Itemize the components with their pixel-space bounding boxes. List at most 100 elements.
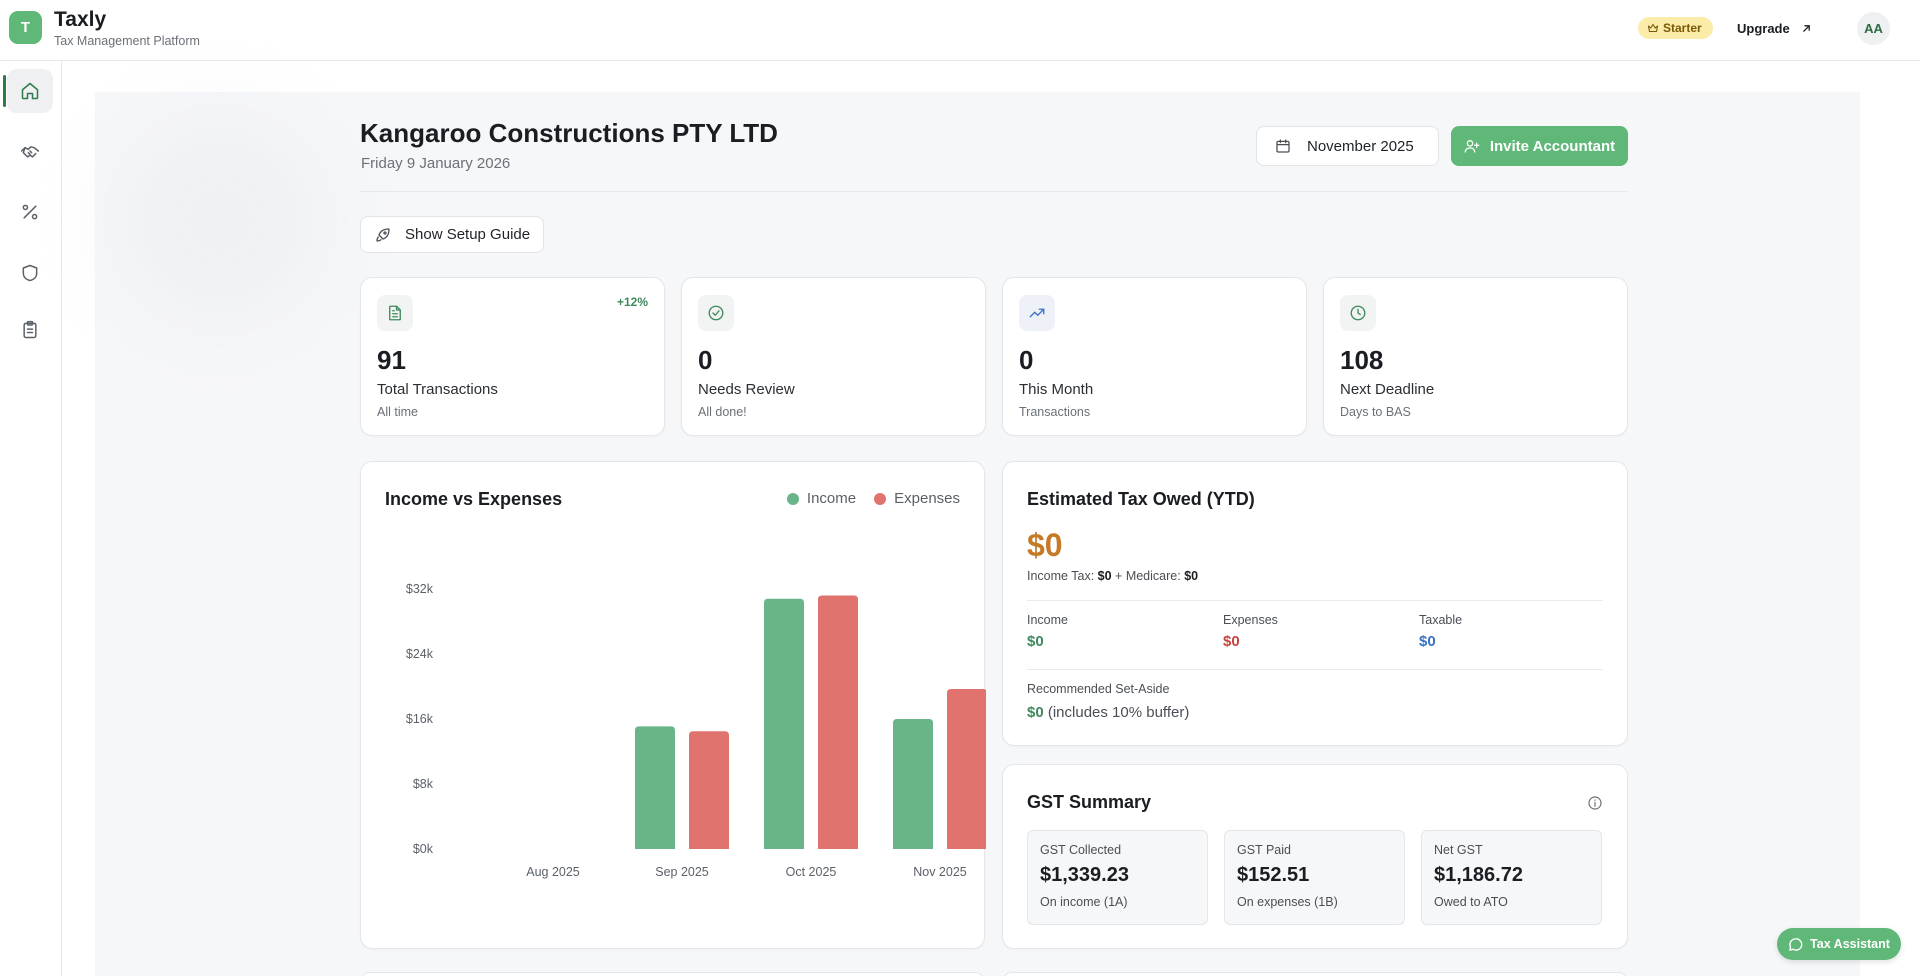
setup-guide-button[interactable]: Show Setup Guide bbox=[360, 216, 544, 253]
tax-income: Income $0 bbox=[1027, 613, 1068, 650]
tax-expenses: Expenses $0 bbox=[1223, 613, 1278, 650]
gst-box-value: $1,186.72 bbox=[1434, 864, 1523, 886]
user-avatar[interactable]: AA bbox=[1857, 12, 1890, 45]
medicare-label: + Medicare: bbox=[1115, 569, 1181, 583]
stat-value: 108 bbox=[1340, 345, 1384, 375]
tax-taxable-label: Taxable bbox=[1419, 613, 1463, 627]
chart-title: Income vs Expenses bbox=[385, 489, 563, 509]
chat-bubble-icon bbox=[1789, 937, 1803, 951]
info-icon[interactable] bbox=[1587, 795, 1603, 811]
invite-label: Invite Accountant bbox=[1489, 137, 1616, 155]
gst-box-label: GST Collected bbox=[1040, 843, 1122, 857]
bar-income[interactable] bbox=[893, 719, 933, 849]
stat-value: 0 bbox=[1019, 345, 1034, 375]
x-tick-label: Aug 2025 bbox=[526, 865, 580, 879]
bar-expenses[interactable] bbox=[947, 688, 986, 849]
estimated-tax-card: Estimated Tax Owed (YTD) $0 Income Tax: … bbox=[1002, 461, 1628, 746]
bar-income[interactable] bbox=[635, 726, 675, 849]
net-gst-box: Net GST $1,186.72 Owed to ATO bbox=[1421, 830, 1602, 925]
percent-icon bbox=[22, 204, 38, 220]
gst-title: GST Summary bbox=[1027, 792, 1152, 812]
stat-label: This Month bbox=[1019, 381, 1094, 398]
stat-card-total-transactions[interactable]: +12% 91 Total Transactions All time bbox=[360, 277, 665, 436]
period-selector[interactable]: November 2025 bbox=[1256, 126, 1439, 166]
stat-label: Total Transactions bbox=[377, 381, 498, 398]
logo-letter: T bbox=[20, 19, 31, 36]
tax-taxable-value: $0 bbox=[1419, 633, 1436, 650]
income-expenses-chart-card: Income vs Expenses Income Expenses $0k $8… bbox=[360, 461, 986, 949]
stat-delta: +12% bbox=[616, 295, 648, 309]
setup-label: Show Setup Guide bbox=[405, 226, 531, 243]
top-bar: T Taxly Tax Management Platform Starter … bbox=[0, 0, 1920, 61]
arrow-up-right-icon bbox=[1802, 24, 1810, 32]
clipboard-icon bbox=[23, 320, 37, 339]
legend-label-expenses: Expenses bbox=[894, 490, 960, 507]
divider bbox=[1027, 669, 1603, 670]
setaside-note: (includes 10% buffer) bbox=[1047, 704, 1190, 721]
gst-box-value: $152.51 bbox=[1237, 864, 1310, 886]
bar-chart: $0k $8k $16k $24k $32k Aug 2025 Sep 2025 Oct 20… bbox=[406, 582, 986, 879]
bar-expenses[interactable] bbox=[818, 595, 858, 850]
stat-sub: Days to BAS bbox=[1340, 405, 1411, 419]
sidebar-item-rates[interactable] bbox=[7, 190, 53, 234]
divider bbox=[1027, 600, 1603, 601]
tax-expenses-value: $0 bbox=[1223, 633, 1240, 650]
medicare-value: $0 bbox=[1184, 569, 1199, 583]
sidebar-item-security[interactable] bbox=[7, 251, 53, 295]
brand: Taxly Tax Management Platform bbox=[54, 8, 200, 50]
sidebar bbox=[0, 61, 62, 976]
stat-card-next-deadline[interactable]: 108 Next Deadline Days to BAS bbox=[1323, 277, 1628, 436]
stat-value: 91 bbox=[377, 345, 406, 375]
next-card bbox=[360, 972, 985, 976]
gst-paid-box: GST Paid $152.51 On expenses (1B) bbox=[1224, 830, 1405, 925]
y-tick-label: $16k bbox=[406, 712, 434, 726]
legend-label-income: Income bbox=[806, 490, 857, 507]
check-circle-icon bbox=[698, 295, 734, 331]
y-tick-label: $8k bbox=[413, 777, 434, 791]
home-icon bbox=[21, 82, 39, 100]
y-tick-label: $0k bbox=[413, 842, 434, 856]
x-tick-label: Nov 2025 bbox=[913, 865, 967, 879]
plan-badge[interactable]: Starter bbox=[1638, 17, 1713, 39]
y-tick-label: $24k bbox=[406, 647, 434, 661]
upgrade-label: Upgrade bbox=[1737, 20, 1790, 36]
gst-box-value: $1,339.23 bbox=[1040, 864, 1129, 886]
plan-badge-label: Starter bbox=[1663, 21, 1702, 35]
tax-assistant-button[interactable]: Tax Assistant bbox=[1777, 928, 1901, 960]
tax-taxable: Taxable $0 bbox=[1419, 613, 1462, 650]
app-logo[interactable]: T bbox=[9, 11, 42, 44]
sidebar-item-reports[interactable] bbox=[7, 308, 53, 352]
bar-income[interactable] bbox=[764, 598, 804, 849]
stat-card-this-month[interactable]: 0 This Month Transactions bbox=[1002, 277, 1307, 436]
shield-icon bbox=[22, 264, 38, 282]
invite-accountant-button[interactable]: Invite Accountant bbox=[1451, 126, 1628, 166]
upgrade-link[interactable]: Upgrade bbox=[1737, 17, 1813, 39]
y-tick-label: $32k bbox=[406, 582, 434, 596]
stat-card-needs-review[interactable]: 0 Needs Review All done! bbox=[681, 277, 986, 436]
page-title: Kangaroo Constructions PTY LTD bbox=[360, 118, 778, 148]
stat-sub: Transactions bbox=[1019, 405, 1091, 419]
divider bbox=[360, 191, 1628, 192]
x-tick-label: Sep 2025 bbox=[655, 865, 709, 879]
tax-breakdown: Income Tax: $0 + Medicare: $0 bbox=[1027, 569, 1198, 583]
legend-dot-expenses bbox=[874, 492, 887, 505]
setaside-row: $0 (includes 10% buffer) bbox=[1027, 704, 1189, 721]
bar-expenses[interactable] bbox=[689, 731, 729, 849]
sidebar-item-home[interactable] bbox=[3, 69, 53, 113]
setaside-label: Recommended Set-Aside bbox=[1027, 682, 1170, 696]
stat-sub: All done! bbox=[698, 405, 747, 419]
gst-collected-box: GST Collected $1,339.23 On income (1A) bbox=[1027, 830, 1208, 925]
tax-expenses-label: Expenses bbox=[1223, 613, 1278, 627]
income-tax-label: Income Tax: bbox=[1027, 569, 1095, 583]
next-card bbox=[1002, 972, 1628, 976]
app-tagline: Tax Management Platform bbox=[54, 34, 200, 48]
clock-icon bbox=[1340, 295, 1376, 331]
legend-item-income[interactable]: Income bbox=[786, 490, 857, 507]
legend-item-expenses[interactable]: Expenses bbox=[874, 490, 960, 507]
chart-legend: Income Expenses bbox=[786, 490, 960, 507]
sidebar-item-deals[interactable] bbox=[7, 129, 53, 173]
tax-amount: $0 bbox=[1027, 527, 1063, 563]
gst-box-sub: On income (1A) bbox=[1040, 895, 1128, 909]
avatar-initials: AA bbox=[1864, 21, 1883, 36]
setaside-value: $0 bbox=[1027, 704, 1044, 721]
